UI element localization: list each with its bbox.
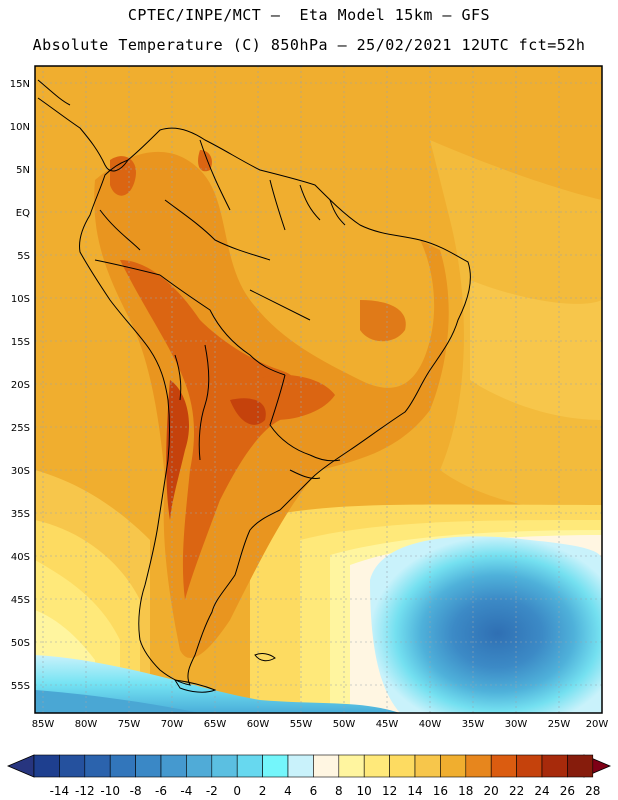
colorbar-label: 10 xyxy=(357,784,372,798)
colorbar-swatch xyxy=(414,754,441,778)
colorbar-low-arrow xyxy=(6,754,35,778)
colorbar-label: -6 xyxy=(155,784,167,798)
colorbar-label: 14 xyxy=(407,784,422,798)
colorbar-swatch xyxy=(516,754,543,778)
colorbar-swatch xyxy=(262,754,289,778)
colorbar-label: 20 xyxy=(484,784,499,798)
colorbar-swatch xyxy=(465,754,492,778)
colorbar-swatch xyxy=(440,754,467,778)
colorbar: -14 -12 -10 -8 -6 -4 -2 0 2 4 6 8 10 12 14 16 18 20 22 24 26… xyxy=(6,754,612,798)
colorbar-label: 8 xyxy=(335,784,343,798)
lon-label: 60W xyxy=(247,719,270,730)
lon-label: 35W xyxy=(462,719,485,730)
colorbar-label: -14 xyxy=(50,784,70,798)
lat-label: 15S xyxy=(11,337,30,348)
colorbar-swatch xyxy=(389,754,416,778)
colorbar-swatch xyxy=(490,754,517,778)
colorbar-swatch xyxy=(313,754,340,778)
colorbar-label: 24 xyxy=(534,784,549,798)
colorbar-label: 18 xyxy=(458,784,473,798)
colorbar-label: 0 xyxy=(233,784,241,798)
colorbar-label: -10 xyxy=(100,784,120,798)
lon-label: 40W xyxy=(419,719,442,730)
colorbar-swatch xyxy=(363,754,390,778)
map-frame xyxy=(34,65,603,714)
colorbar-swatch xyxy=(84,754,111,778)
colorbar-label: 4 xyxy=(284,784,292,798)
lon-label: 65W xyxy=(204,719,227,730)
colorbar-label: -4 xyxy=(180,784,192,798)
lat-label: 30S xyxy=(11,466,30,477)
temperature-field xyxy=(35,66,602,713)
colorbar-swatch xyxy=(186,754,213,778)
lat-label: EQ xyxy=(16,208,30,219)
colorbar-swatch xyxy=(33,754,60,778)
colorbar-swatch xyxy=(109,754,136,778)
lon-label: 55W xyxy=(290,719,313,730)
colorbar-swatch xyxy=(236,754,263,778)
lat-label: 20S xyxy=(11,380,30,391)
title-line-2: Absolute Temperature (C) 850hPa – 25/02/… xyxy=(32,36,586,54)
lon-label: 25W xyxy=(548,719,571,730)
lat-label: 5N xyxy=(16,165,30,176)
lon-label: 45W xyxy=(376,719,399,730)
colorbar-swatch xyxy=(541,754,568,778)
colorbar-label: 28 xyxy=(585,784,600,798)
lon-label: 30W xyxy=(505,719,528,730)
colorbar-swatch xyxy=(287,754,314,778)
colorbar-label: 26 xyxy=(560,784,575,798)
lat-label: 15N xyxy=(10,79,30,90)
colorbar-label: 22 xyxy=(509,784,524,798)
colorbar-label: 12 xyxy=(382,784,397,798)
lon-label: 85W xyxy=(32,719,55,730)
colorbar-swatch xyxy=(59,754,86,778)
lat-label: 35S xyxy=(11,509,30,520)
colorbar-label: 2 xyxy=(259,784,267,798)
lat-label: 10N xyxy=(10,122,30,133)
colorbar-label: -2 xyxy=(206,784,218,798)
colorbar-label: 6 xyxy=(310,784,318,798)
lon-label: 75W xyxy=(118,719,141,730)
colorbar-swatch xyxy=(135,754,162,778)
lat-label: 5S xyxy=(17,251,30,262)
colorbar-swatch xyxy=(211,754,238,778)
colorbar-label: -8 xyxy=(130,784,142,798)
colorbar-swatch xyxy=(567,754,594,778)
lon-label: 50W xyxy=(333,719,356,730)
coastlines-borders xyxy=(37,79,471,693)
longitude-labels: 85W 80W 75W 70W 65W 60W 55W 50W 45W 40W … xyxy=(32,719,609,730)
lat-label: 40S xyxy=(11,552,30,563)
lon-label: 80W xyxy=(75,719,98,730)
latitude-labels: 15N 10N 5N EQ 5S 10S 15S 20S 25S 30S 35S… xyxy=(10,79,30,692)
colorbar-swatch xyxy=(160,754,187,778)
colorbar-label: 16 xyxy=(433,784,448,798)
lon-label: 20W xyxy=(586,719,609,730)
lat-label: 50S xyxy=(11,638,30,649)
lat-label: 55S xyxy=(11,681,30,692)
lon-label: 70W xyxy=(161,719,184,730)
lat-label: 25S xyxy=(11,423,30,434)
colorbar-label: -12 xyxy=(75,784,95,798)
lat-label: 45S xyxy=(11,595,30,606)
colorbar-swatch xyxy=(338,754,365,778)
title-line-1: CPTEC/INPE/MCT – Eta Model 15km – GFS xyxy=(127,6,491,24)
lat-label: 10S xyxy=(11,294,30,305)
